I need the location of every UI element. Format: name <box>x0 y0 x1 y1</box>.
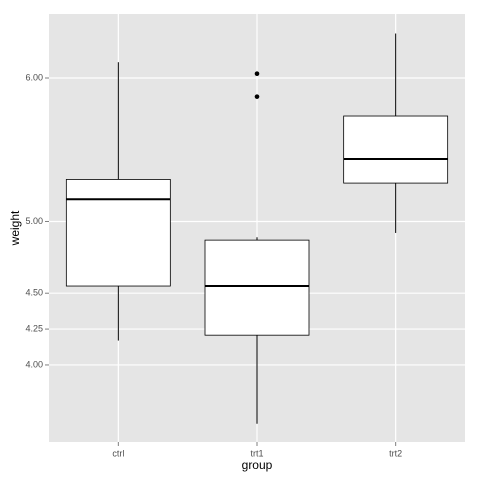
y-tick-label: 4.25 <box>25 323 43 333</box>
y-tick-label: 4.00 <box>25 359 43 369</box>
x-tick-label: trt2 <box>389 448 402 458</box>
box <box>204 239 310 336</box>
outlier <box>254 94 260 99</box>
box <box>343 115 449 184</box>
x-tick-label: ctrl <box>112 448 124 458</box>
x-tick-label: trt1 <box>250 448 263 458</box>
y-tick-label: 4.50 <box>25 288 43 298</box>
y-tick-label: 5.00 <box>25 216 43 226</box>
x-axis-title: group <box>242 458 273 472</box>
y-axis-title: weight <box>8 210 22 246</box>
outlier <box>254 71 260 76</box>
y-tick-label: 6.00 <box>25 72 43 82</box>
box <box>65 179 171 287</box>
